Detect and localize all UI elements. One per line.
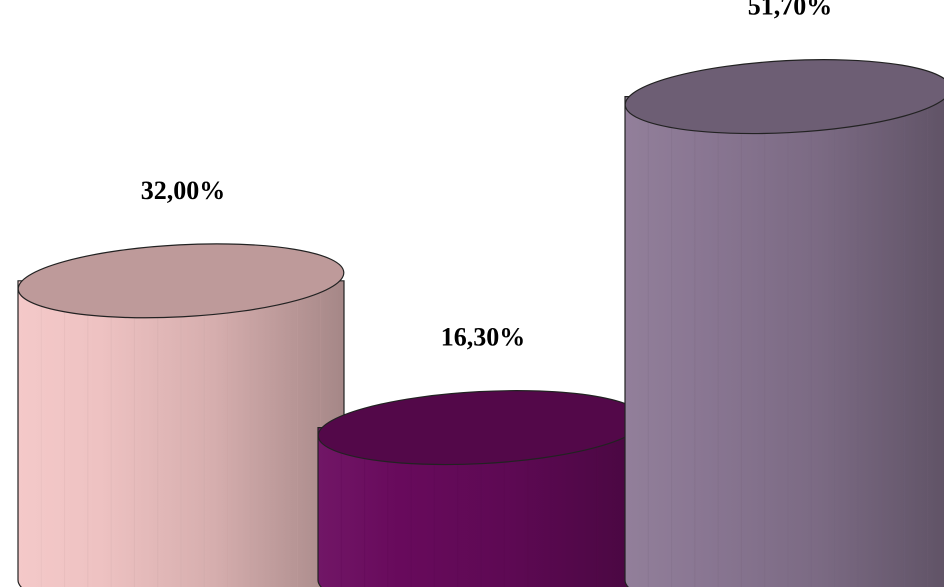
data-label-1: 32,00% <box>141 176 226 205</box>
cylinder-bar-2 <box>317 390 645 587</box>
cylinder-bar-3 <box>624 59 944 587</box>
cylinder-top-3 <box>624 59 944 135</box>
cylinder-body-1 <box>17 280 345 587</box>
cylinder-top-1 <box>17 243 345 319</box>
cylinder-body-2 <box>317 426 645 587</box>
data-label-2: 16,30% <box>441 323 526 352</box>
cylinder-body-3 <box>624 96 944 587</box>
cylinder-bar-1 <box>17 243 345 587</box>
data-label-3: 51,70% <box>748 0 833 21</box>
